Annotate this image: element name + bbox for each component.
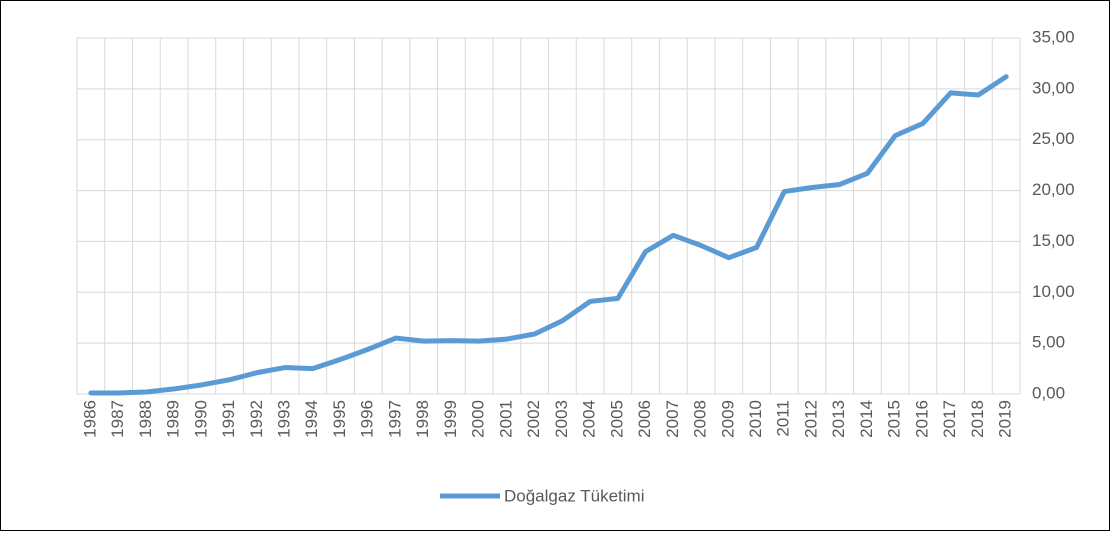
x-tick-label: 1989: [164, 400, 183, 438]
x-tick-label: 2006: [635, 400, 654, 438]
y-tick-label: 10,00: [1032, 282, 1075, 301]
x-tick-label: 2007: [663, 400, 682, 438]
x-tick-label: 2005: [607, 400, 626, 438]
x-tick-label: 2017: [940, 400, 959, 438]
x-tick-label: 2014: [857, 400, 876, 438]
x-tick-label: 1993: [274, 400, 293, 438]
x-tick-label: 2013: [829, 400, 848, 438]
x-tick-label: 2011: [774, 400, 793, 437]
x-tick-label: 1991: [219, 400, 238, 438]
y-tick-label: 35,00: [1032, 27, 1075, 46]
x-tick-label: 2000: [469, 400, 488, 438]
x-tick-label: 1990: [191, 400, 210, 438]
y-tick-label: 30,00: [1032, 78, 1075, 97]
x-tick-label: 2002: [524, 400, 543, 438]
x-tick-label: 2010: [746, 400, 765, 438]
x-tick-label: 1997: [385, 400, 404, 438]
x-tick-label: 1998: [413, 400, 432, 438]
y-tick-label: 5,00: [1032, 333, 1065, 352]
x-tick-label: 2001: [496, 400, 515, 438]
x-tick-label: 2012: [801, 400, 820, 438]
y-tick-label: 15,00: [1032, 231, 1075, 250]
x-tick-label: 1994: [302, 400, 321, 438]
y-tick-label: 25,00: [1032, 129, 1075, 148]
x-tick-label: 2015: [885, 400, 904, 438]
legend-label: Doğalgaz Tüketimi: [504, 486, 644, 505]
x-tick-label: 1996: [358, 400, 377, 438]
x-tick-label: 1986: [80, 400, 99, 438]
x-tick-label: 2008: [691, 400, 710, 438]
x-tick-label: 2019: [996, 400, 1015, 438]
y-tick-label: 0,00: [1032, 383, 1065, 402]
x-tick-label: 1999: [441, 400, 460, 438]
x-tick-label: 1987: [108, 400, 127, 438]
x-tick-label: 1995: [330, 400, 349, 438]
x-tick-label: 2003: [552, 400, 571, 438]
series-line: [88, 74, 1009, 396]
x-tick-label: 2018: [968, 400, 987, 438]
x-tick-label: 1988: [136, 400, 155, 438]
x-tick-label: 2016: [912, 400, 931, 438]
x-tick-label: 2004: [580, 400, 599, 438]
y-tick-label: 20,00: [1032, 180, 1075, 199]
x-tick-label: 2009: [718, 400, 737, 438]
x-tick-label: 1992: [247, 400, 266, 438]
